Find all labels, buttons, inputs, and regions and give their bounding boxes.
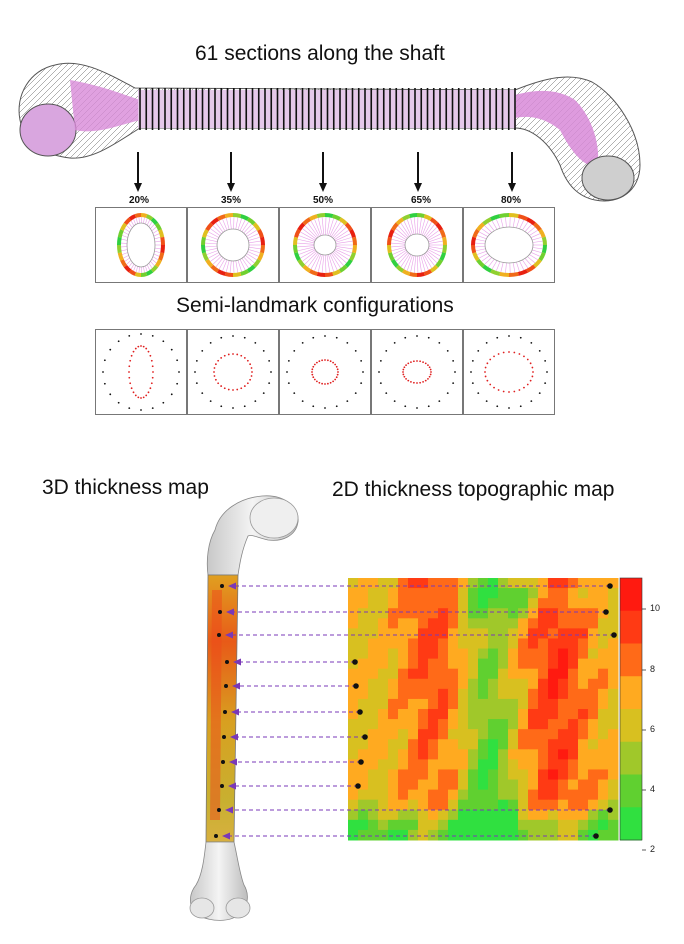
colorbar-tick-4: 4 (650, 784, 656, 794)
section-lines (139, 88, 516, 130)
cross-section-panels (95, 207, 555, 283)
map2d-title: 2D thickness topographic map (332, 478, 615, 501)
thickness-colorbar (619, 577, 646, 851)
section-label-20: 20% (128, 195, 149, 206)
map3d-title: 3D thickness map (42, 476, 209, 499)
colorbar-tick-6: 6 (650, 724, 656, 734)
section-label-35: 35% (220, 195, 241, 206)
topographic-map (348, 578, 619, 841)
section-arrows (134, 152, 516, 192)
thickness-maps (189, 495, 646, 921)
semi-landmark-title: Semi-landmark configurations (176, 294, 454, 317)
section-label-65: 65% (410, 195, 431, 206)
map-arrows (214, 582, 617, 840)
section-label-50: 50% (312, 195, 333, 206)
semi-landmark-panels (95, 329, 555, 415)
femur-sections-illustration (18, 62, 641, 202)
colorbar-tick-10: 10 (650, 603, 661, 613)
colorbar-tick-2: 2 (650, 844, 656, 854)
section-label-80: 80% (500, 195, 521, 206)
sections-title: 61 sections along the shaft (195, 42, 445, 65)
colorbar-tick-8: 8 (650, 664, 656, 674)
